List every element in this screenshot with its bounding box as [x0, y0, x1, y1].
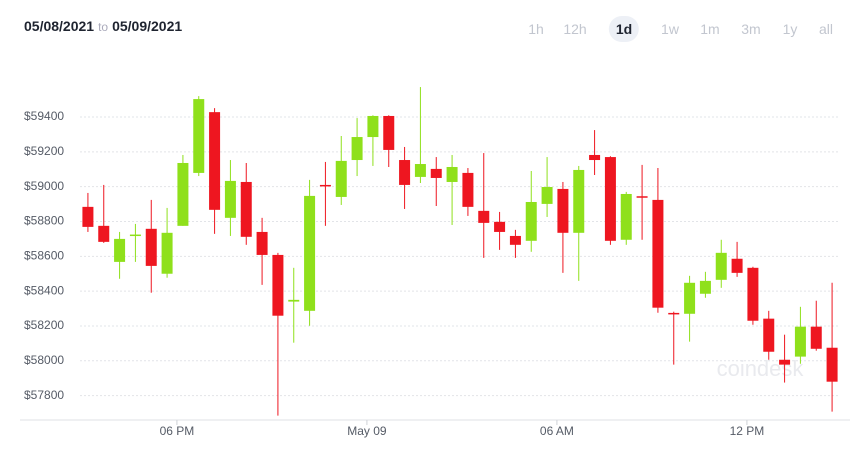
x-tick-label: 06 AM: [540, 424, 574, 438]
candle-body: [494, 221, 506, 232]
candle-body: [715, 252, 727, 280]
candle-body: [414, 164, 426, 177]
candle-body: [98, 225, 110, 242]
range-button[interactable]: all: [818, 21, 834, 37]
candle-body: [383, 115, 395, 150]
candle-body: [668, 312, 680, 315]
y-tick-label: $59000: [24, 179, 64, 193]
candle-body: [747, 267, 759, 321]
candle-body: [177, 162, 189, 226]
candle-body: [684, 282, 696, 314]
candle-body: [557, 188, 569, 233]
candle-body: [319, 184, 331, 187]
candle-body: [636, 196, 648, 198]
candle-body: [652, 199, 664, 308]
candle-body: [114, 238, 126, 262]
candle-body: [731, 258, 743, 273]
range-button[interactable]: 1h: [528, 21, 544, 37]
x-tick-label: 12 PM: [730, 424, 765, 438]
candle-body: [810, 326, 822, 349]
candle-body: [620, 193, 632, 240]
candle-body: [351, 137, 363, 161]
candle-body: [826, 347, 838, 382]
watermark: coindesk: [717, 356, 805, 381]
y-tick-label: $58200: [24, 318, 64, 332]
range-button[interactable]: 3m: [741, 21, 761, 37]
to-word: to: [98, 20, 109, 34]
range-button[interactable]: 12h: [563, 21, 587, 37]
candle-body: [224, 180, 236, 218]
candle-body: [699, 280, 711, 294]
candle-body: [209, 112, 221, 210]
candle-body: [604, 157, 616, 241]
y-tick-label: $59400: [24, 109, 64, 123]
candle-body: [82, 206, 94, 227]
candle-body: [129, 234, 141, 237]
range-button[interactable]: 1y: [782, 21, 798, 37]
candle-body: [779, 359, 791, 365]
candle-body: [430, 168, 442, 178]
x-tick-label: 06 PM: [160, 424, 195, 438]
range-button[interactable]: 1m: [700, 21, 720, 37]
candle-body: [763, 318, 775, 352]
x-tick-label: May 09: [347, 424, 387, 438]
y-tick-label: $58400: [24, 283, 64, 297]
candle-body: [304, 195, 316, 311]
candle-body: [193, 99, 205, 173]
candle-body: [161, 232, 173, 274]
y-tick-label: $58800: [24, 214, 64, 228]
y-tick-label: $57800: [24, 388, 64, 402]
y-tick-label: $58600: [24, 248, 64, 262]
candle-body: [272, 254, 284, 316]
candle-body: [335, 160, 347, 197]
range-button[interactable]: 1d: [608, 16, 640, 42]
candle-body: [256, 231, 268, 255]
y-tick-label: $58000: [24, 353, 64, 367]
candle-body: [240, 181, 252, 237]
candle-body: [525, 201, 537, 241]
y-tick-label: $59200: [24, 144, 64, 158]
candle-body: [573, 169, 585, 233]
candle-body: [541, 187, 553, 204]
candle-body: [589, 154, 601, 161]
to-date: 05/09/2021: [112, 18, 183, 34]
from-date: 05/08/2021: [24, 18, 95, 34]
date-range: 05/08/2021 to 05/09/2021: [24, 18, 182, 34]
candle-body: [399, 160, 411, 185]
candle-body: [794, 326, 806, 357]
candle-body: [367, 115, 379, 138]
candle-body: [478, 210, 490, 223]
candle-body: [509, 235, 521, 245]
range-selector: 1h 12h 1d 1w 1m 3m 1y all: [0, 16, 862, 44]
candle-body: [145, 228, 157, 266]
candle-body: [288, 299, 300, 302]
candle-body: [462, 172, 474, 207]
candle-body: [446, 166, 458, 182]
range-button[interactable]: 1w: [661, 21, 679, 37]
